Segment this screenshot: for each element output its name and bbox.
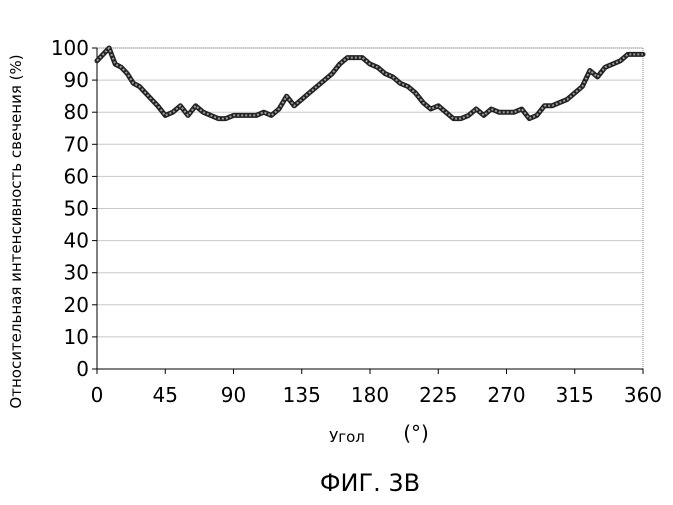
x-tick-label: 180 bbox=[351, 383, 389, 407]
x-tick-label: 90 bbox=[221, 383, 246, 407]
y-tick-label: 10 bbox=[64, 325, 89, 349]
x-tick-label: 315 bbox=[556, 383, 594, 407]
y-tick-label: 0 bbox=[76, 357, 89, 381]
x-axis-unit: (°) bbox=[403, 421, 429, 445]
y-tick-label: 80 bbox=[64, 100, 89, 124]
x-tick-label: 45 bbox=[153, 383, 178, 407]
y-tick-label: 40 bbox=[64, 229, 89, 253]
x-tick-label: 360 bbox=[624, 383, 662, 407]
y-tick-label: 20 bbox=[64, 293, 89, 317]
y-tick-label: 60 bbox=[64, 164, 89, 188]
x-tick-label: 270 bbox=[487, 383, 525, 407]
x-tick-label: 225 bbox=[419, 383, 457, 407]
y-tick-label: 90 bbox=[64, 68, 89, 92]
y-tick-label: 30 bbox=[64, 261, 89, 285]
y-tick-label: 70 bbox=[64, 132, 89, 156]
y-tick-label: 100 bbox=[51, 36, 89, 60]
y-axis-title: Относительная интенсивность свечения (%) bbox=[7, 54, 25, 408]
x-tick-label: 0 bbox=[91, 383, 104, 407]
x-axis-title: Угол bbox=[329, 428, 365, 446]
y-tick-label: 50 bbox=[64, 197, 89, 221]
figure-caption: ФИГ. 3B bbox=[320, 469, 420, 497]
x-tick-label: 135 bbox=[283, 383, 321, 407]
